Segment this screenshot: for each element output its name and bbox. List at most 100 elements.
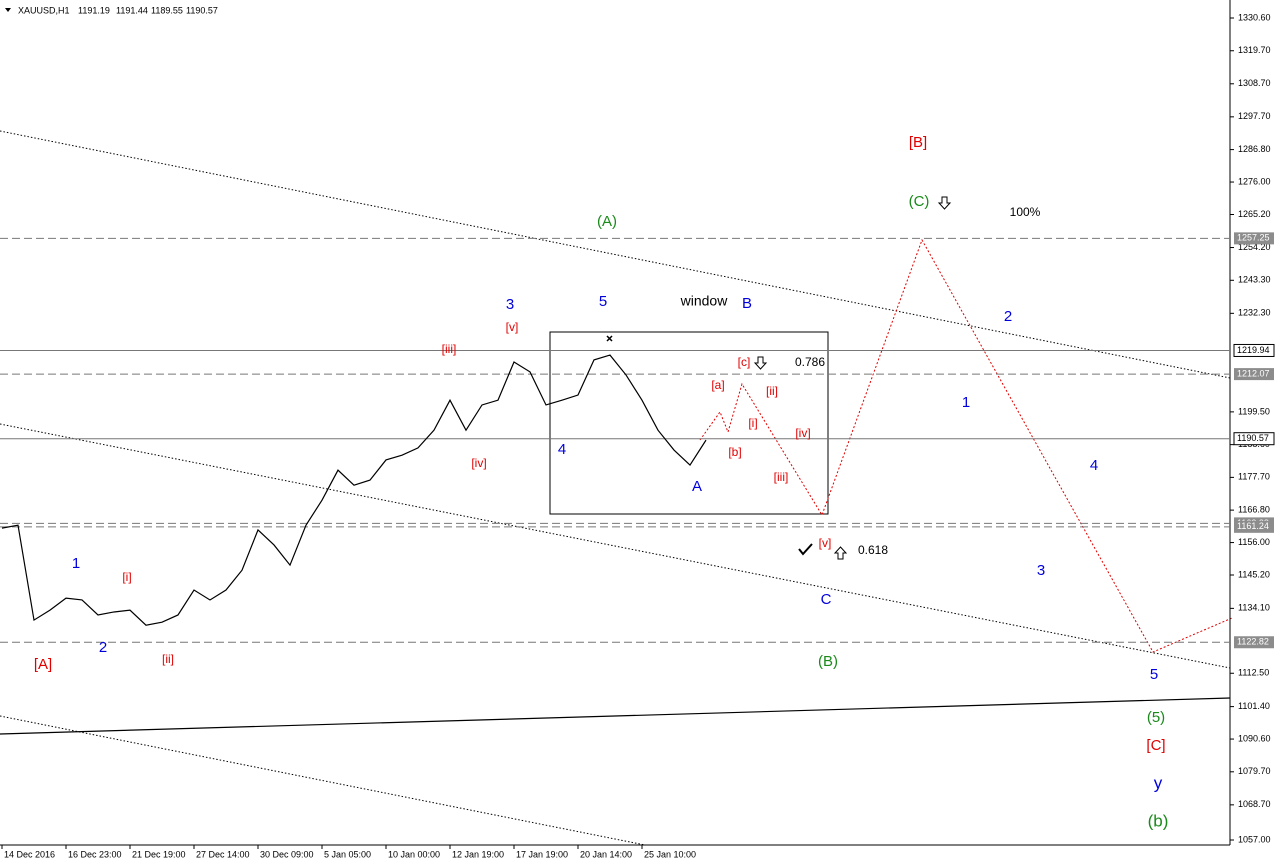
y-tick-label: 1057.00 xyxy=(1238,834,1271,844)
wave-label: C xyxy=(821,591,832,608)
wave-label: [i] xyxy=(748,416,757,430)
down-arrow-icon xyxy=(937,196,952,210)
wave-label: 100% xyxy=(1010,205,1041,219)
wave-label: (C) xyxy=(909,193,930,210)
y-tick-label: 1286.80 xyxy=(1238,144,1271,154)
x-tick-label: 16 Dec 23:00 xyxy=(68,849,122,859)
y-tick-label: 1265.20 xyxy=(1238,209,1271,219)
y-tick-label: 1112.50 xyxy=(1238,668,1269,678)
ohlc-high: 1191.44 xyxy=(116,5,148,15)
y-tick-label: 1177.70 xyxy=(1238,472,1270,482)
level-line-tag xyxy=(1234,520,1274,533)
wave-label: window xyxy=(680,293,729,309)
wave-label: 5 xyxy=(599,293,607,310)
trend-line xyxy=(0,715,646,846)
y-tick-label: 1199.50 xyxy=(1238,406,1270,416)
ohlc-low: 1189.55 xyxy=(151,5,183,15)
wave-label: 1 xyxy=(72,555,80,572)
wave-label: [v] xyxy=(506,320,519,334)
wave-label: [v] xyxy=(819,536,832,550)
wave-label: (b) xyxy=(1148,811,1169,830)
window-box xyxy=(549,331,829,515)
y-tick-label: 1276.00 xyxy=(1238,176,1271,186)
last-price-line-label: 1190.57 xyxy=(1237,433,1269,443)
y-tick-label: 1156.00 xyxy=(1238,537,1270,547)
y-tick-label: 1319.70 xyxy=(1238,45,1271,55)
y-tick-label: 1145.20 xyxy=(1238,569,1270,579)
y-tick-label: 1101.40 xyxy=(1238,701,1270,711)
level-line-label: 1212.07 xyxy=(1237,368,1270,378)
x-marker xyxy=(606,335,613,342)
price-line xyxy=(1,354,707,626)
wave-label: 4 xyxy=(558,441,566,458)
wave-label: [A] xyxy=(34,656,52,673)
x-tick-label: 25 Jan 10:00 xyxy=(644,849,696,859)
level-line-tag xyxy=(1234,368,1274,381)
y-tick-label: 1134.10 xyxy=(1238,603,1270,613)
y-tick-label: 1090.60 xyxy=(1238,733,1271,743)
wave-label: B xyxy=(742,295,752,312)
wave-label: 3 xyxy=(1037,562,1045,579)
ohlc-open: 1191.19 xyxy=(78,5,110,15)
wave-label: [iii] xyxy=(442,342,457,356)
wave-label: [iv] xyxy=(795,426,810,440)
wave-label: 5 xyxy=(1150,666,1158,683)
check-icon xyxy=(798,543,813,556)
wave-label: (B) xyxy=(818,653,838,670)
y-tick-label: 1166.80 xyxy=(1238,504,1270,514)
wave-label: 4 xyxy=(1090,457,1098,474)
up-arrow-icon xyxy=(833,546,848,560)
x-tick-label: 20 Jan 14:00 xyxy=(580,849,632,859)
projection-path xyxy=(699,238,1233,653)
trend-line xyxy=(0,423,1231,669)
y-tick-label: 1308.70 xyxy=(1238,78,1271,88)
y-tick-label: 1068.70 xyxy=(1238,799,1271,809)
wave-label: [b] xyxy=(728,445,741,459)
y-tick-label: 1254.20 xyxy=(1238,242,1271,252)
trend-line xyxy=(0,697,1231,735)
wave-label: [c] xyxy=(738,355,751,369)
wave-label: 3 xyxy=(506,296,514,313)
header-marker xyxy=(5,8,11,12)
trend-line xyxy=(0,130,1231,379)
x-tick-label: 12 Jan 19:00 xyxy=(452,849,504,859)
wave-label: [i] xyxy=(122,570,131,584)
x-tick-label: 21 Dec 19:00 xyxy=(132,849,186,859)
y-tick-label: 1297.70 xyxy=(1238,111,1271,121)
level-line-label: 1122.82 xyxy=(1237,637,1269,647)
wave-label: 1 xyxy=(962,394,970,411)
level-line-tag xyxy=(1234,636,1274,649)
x-tick-label: 10 Jan 00:00 xyxy=(388,849,440,859)
symbol-title: XAUUSD,H1 xyxy=(18,5,70,15)
wave-label: [B] xyxy=(909,134,927,151)
wave-label: [a] xyxy=(711,378,724,392)
x-tick-label: 5 Jan 05:00 xyxy=(324,849,371,859)
wave-label: y xyxy=(1154,773,1163,792)
level-line-tag xyxy=(1233,343,1275,357)
wave-label: (5) xyxy=(1147,709,1165,726)
y-tick-label: 1330.60 xyxy=(1238,12,1271,22)
y-tick-label: 1232.30 xyxy=(1238,308,1271,318)
wave-label: 0.786 xyxy=(795,355,825,369)
x-tick-label: 27 Dec 14:00 xyxy=(196,849,250,859)
wave-label: A xyxy=(692,478,702,495)
x-tick-label: 14 Dec 2016 xyxy=(4,849,55,859)
wave-label: 2 xyxy=(1004,308,1012,325)
wave-label: (A) xyxy=(597,213,617,230)
down-arrow-icon xyxy=(753,356,768,370)
wave-label: [iv] xyxy=(471,456,486,470)
wave-label: 0.618 xyxy=(858,543,888,557)
y-tick-label: 1079.70 xyxy=(1238,766,1271,776)
level-line-label: 1257.25 xyxy=(1237,233,1270,243)
ohlc-close: 1190.57 xyxy=(186,5,218,15)
x-tick-label: 30 Dec 09:00 xyxy=(260,849,314,859)
wave-label: 2 xyxy=(99,639,107,656)
level-line-label: 1219.94 xyxy=(1237,345,1270,355)
wave-label: [ii] xyxy=(766,384,778,398)
last-price-line-tag xyxy=(1233,432,1275,446)
y-tick-label: 1243.30 xyxy=(1238,275,1271,285)
wave-label: [iii] xyxy=(774,470,789,484)
level-line-tag xyxy=(1234,232,1274,245)
